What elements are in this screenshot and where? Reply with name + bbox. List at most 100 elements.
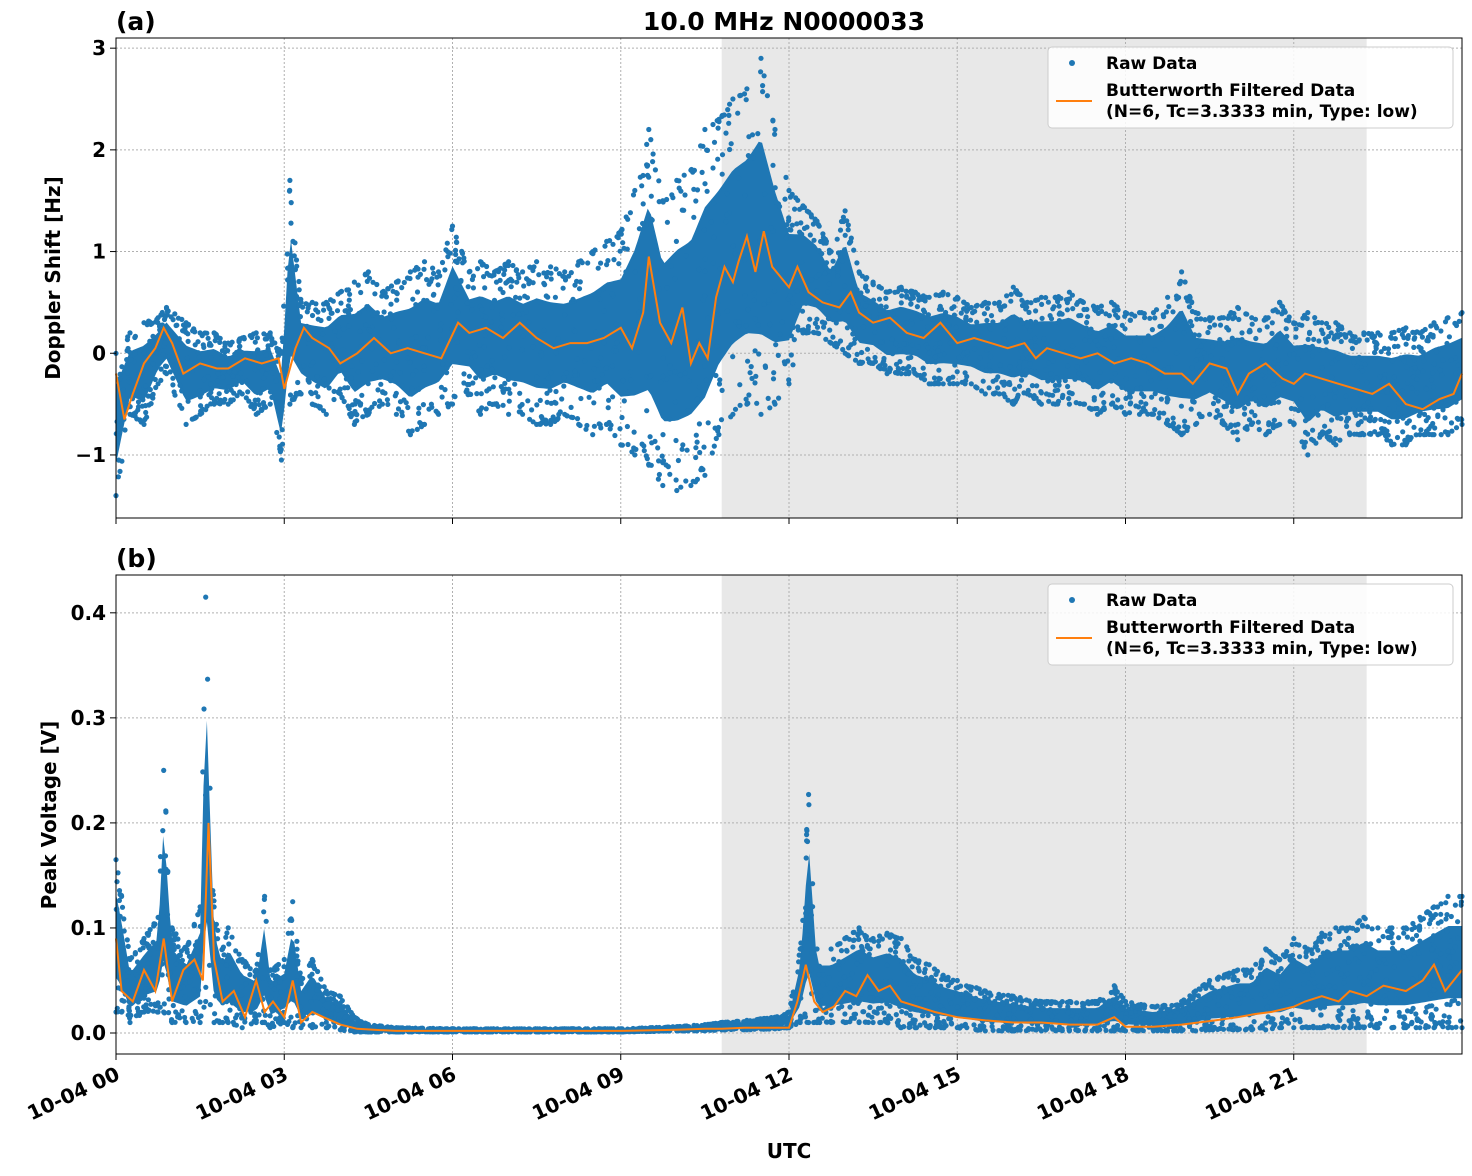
raw-data-point — [727, 102, 732, 107]
raw-data-point — [1182, 320, 1187, 325]
raw-data-point — [1017, 359, 1022, 364]
raw-data-point — [1344, 394, 1349, 399]
raw-data-point — [632, 430, 637, 435]
raw-data-point — [1365, 1009, 1370, 1014]
raw-data-point — [1329, 361, 1334, 366]
raw-data-point — [836, 250, 841, 255]
raw-data-point — [632, 188, 637, 193]
raw-data-point — [983, 391, 988, 396]
raw-data-point — [685, 448, 690, 453]
raw-data-point — [644, 162, 649, 167]
raw-data-point — [1075, 1009, 1080, 1014]
raw-data-point — [1189, 299, 1194, 304]
raw-data-point — [1221, 379, 1226, 384]
raw-data-point — [150, 396, 155, 401]
raw-data-point — [1161, 1012, 1166, 1017]
raw-data-point — [1009, 292, 1014, 297]
raw-data-point — [256, 364, 261, 369]
raw-data-point — [932, 978, 937, 983]
raw-data-point — [598, 356, 603, 361]
raw-data-point — [805, 209, 810, 214]
raw-data-point — [1115, 397, 1120, 402]
raw-data-point — [1297, 322, 1302, 327]
raw-data-point — [1259, 960, 1264, 965]
raw-data-point — [932, 381, 937, 386]
raw-data-point — [702, 127, 707, 132]
raw-data-point — [715, 157, 720, 162]
raw-data-point — [363, 323, 368, 328]
raw-data-point — [1198, 987, 1203, 992]
raw-data-point — [1409, 386, 1414, 391]
raw-data-point — [943, 316, 948, 321]
raw-data-point — [1210, 344, 1215, 349]
raw-data-point — [1235, 422, 1240, 427]
raw-data-point — [454, 235, 459, 240]
raw-data-point — [804, 301, 809, 306]
raw-data-point — [1427, 982, 1432, 987]
raw-data-point — [1311, 337, 1316, 342]
raw-data-point — [1217, 337, 1222, 342]
raw-data-point — [1040, 1006, 1045, 1011]
raw-data-point — [904, 1011, 909, 1016]
raw-data-point — [385, 402, 390, 407]
raw-data-point — [123, 400, 128, 405]
raw-data-point — [1057, 304, 1062, 309]
raw-data-point — [548, 370, 553, 375]
raw-data-point — [237, 348, 242, 353]
raw-data-point — [1048, 313, 1053, 318]
raw-data-point — [863, 285, 868, 290]
raw-data-point — [212, 402, 217, 407]
raw-data-point — [822, 271, 827, 276]
raw-data-point — [148, 1002, 153, 1007]
raw-data-point — [572, 369, 577, 374]
raw-data-point — [851, 930, 856, 935]
raw-data-point — [644, 142, 649, 147]
raw-data-point — [473, 375, 478, 380]
raw-data-point — [888, 947, 893, 952]
raw-data-point — [913, 371, 918, 376]
raw-data-point — [520, 412, 525, 417]
raw-data-point — [358, 403, 363, 408]
raw-data-point — [1067, 390, 1072, 395]
raw-data-point — [384, 294, 389, 299]
ytick-label: −1 — [75, 443, 106, 467]
raw-data-point — [1384, 1008, 1389, 1013]
raw-data-point — [992, 391, 997, 396]
raw-data-point — [1437, 934, 1442, 939]
raw-data-point — [893, 950, 898, 955]
raw-data-point — [711, 235, 716, 240]
raw-data-point — [716, 117, 721, 122]
raw-data-point — [1347, 330, 1352, 335]
raw-data-point — [1303, 430, 1308, 435]
raw-data-point — [1074, 302, 1079, 307]
raw-data-point — [416, 406, 421, 411]
raw-data-point — [573, 329, 578, 334]
raw-data-point — [604, 366, 609, 371]
raw-data-point — [389, 316, 394, 321]
raw-data-point — [231, 397, 236, 402]
raw-data-point — [810, 904, 815, 909]
raw-data-point — [988, 354, 993, 359]
raw-data-point — [436, 269, 441, 274]
raw-data-point — [973, 384, 978, 389]
raw-data-point — [716, 425, 721, 430]
raw-data-point — [1053, 388, 1058, 393]
raw-data-point — [629, 334, 634, 339]
raw-data-point — [1247, 328, 1252, 333]
raw-data-point — [281, 304, 286, 309]
raw-data-point — [1228, 422, 1233, 427]
raw-data-point — [320, 1007, 325, 1012]
raw-data-point — [826, 316, 831, 321]
raw-data-point — [344, 376, 349, 381]
raw-data-point — [616, 261, 621, 266]
raw-data-point — [1135, 364, 1140, 369]
raw-data-point — [1428, 992, 1433, 997]
raw-data-point — [279, 351, 284, 356]
raw-data-point — [1455, 919, 1460, 924]
raw-data-point — [1249, 409, 1254, 414]
raw-data-point — [899, 293, 904, 298]
raw-data-point — [576, 259, 581, 264]
raw-data-point — [391, 325, 396, 330]
raw-data-point — [857, 295, 862, 300]
raw-data-point — [782, 197, 787, 202]
